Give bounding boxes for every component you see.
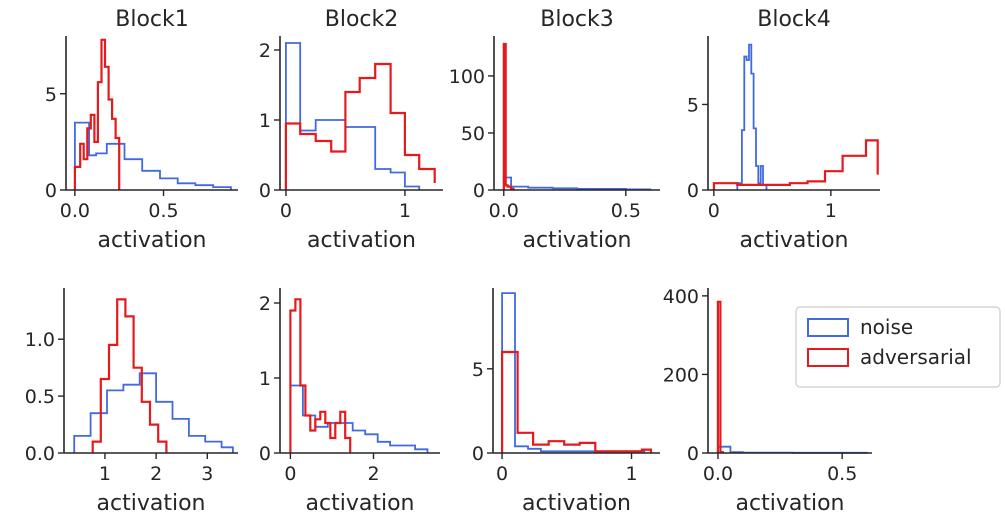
series-adversarial-panel-1: [73, 38, 121, 190]
series-noise-panel-2: [285, 42, 421, 190]
series-adversarial-panel-4: [712, 139, 879, 190]
panel-3: 0 50 100 0.0 0.5 activation Block3: [449, 7, 660, 253]
series-adversarial-panel-5: [91, 298, 168, 453]
x-tick-label: 2: [367, 463, 379, 485]
x-tick-label: 0.5: [611, 200, 641, 222]
y-tick-label: 0: [45, 180, 57, 202]
y-tick-label: 100: [449, 66, 485, 88]
x-tick-label: 0: [708, 200, 720, 222]
x-tick-label: 1: [825, 200, 837, 222]
y-tick-label: 1: [259, 368, 271, 390]
panel-title: Block2: [325, 7, 399, 32]
panel-title: Block3: [540, 7, 614, 32]
y-tick-label: 400: [663, 286, 699, 308]
x-tick-label: 1: [399, 200, 411, 222]
x-tick-label: 1: [625, 463, 637, 485]
x-tick-label: 1: [99, 463, 111, 485]
x-tick-label: 0: [280, 200, 292, 222]
panel-title: Block1: [115, 7, 189, 32]
series-adversarial-panel-6: [289, 298, 352, 453]
y-tick-label: 1: [259, 110, 271, 132]
y-tick-label: 2: [259, 40, 271, 62]
legend-swatch-noise: [807, 318, 849, 337]
series-noise-panel-4: [736, 43, 768, 190]
series-noise-panel-1: [74, 121, 232, 190]
y-tick-label: 5: [472, 359, 484, 381]
x-tick-label: 3: [201, 463, 213, 485]
x-axis-label: activation: [98, 228, 207, 253]
panel-1: 0 5 0.0 0.5 activation Block1: [45, 7, 238, 253]
x-tick-label: 0.5: [827, 463, 857, 485]
panel-6: 0 1 2 0 2 activation: [259, 288, 440, 516]
y-tick-label: 0: [259, 180, 271, 202]
series-noise-panel-7: [501, 292, 646, 453]
y-tick-label: 200: [663, 364, 699, 386]
y-tick-label: 0: [472, 443, 484, 465]
y-tick-label: 0.5: [25, 386, 55, 408]
x-tick-label: 0.0: [703, 463, 733, 485]
series-noise-panel-3: [502, 176, 652, 191]
series-adversarial-panel-7: [501, 350, 652, 453]
y-tick-label: 1.0: [25, 329, 55, 351]
panel-8: 0 200 400 0.0 0.5 activation: [663, 286, 872, 516]
legend: noise adversarial: [795, 306, 1001, 388]
x-axis-label: activation: [736, 491, 845, 516]
x-axis-label: activation: [306, 491, 415, 516]
legend-swatch-adversarial: [807, 348, 849, 367]
y-tick-label: 5: [45, 84, 57, 106]
panel-5: 0.0 0.5 1.0 1 2 3 activation: [25, 288, 238, 516]
x-axis-label: activation: [740, 228, 849, 253]
x-tick-label: 0: [284, 463, 296, 485]
x-axis-label: activation: [522, 491, 631, 516]
x-tick-label: 0: [496, 463, 508, 485]
y-tick-label: 0: [687, 443, 699, 465]
x-tick-label: 0.5: [148, 200, 178, 222]
legend-label-noise: noise: [860, 315, 913, 339]
y-tick-label: 5: [687, 94, 699, 116]
series-noise-panel-5: [73, 372, 234, 453]
y-tick-label: 0: [687, 180, 699, 202]
x-tick-label: 2: [150, 463, 162, 485]
legend-label-adversarial: adversarial: [860, 345, 972, 369]
y-tick-label: 0.0: [25, 443, 55, 465]
y-tick-label: 2: [259, 293, 271, 315]
panel-7: 0 5 0 1 activation: [472, 288, 660, 516]
series-noise-panel-8: [717, 445, 868, 454]
x-axis-label: activation: [97, 491, 206, 516]
series-adversarial-panel-3: [502, 42, 515, 190]
y-tick-label: 50: [461, 123, 485, 145]
panel-title: Block4: [757, 7, 831, 32]
x-tick-label: 0.0: [60, 200, 90, 222]
x-tick-label: 0.0: [489, 200, 519, 222]
y-tick-label: 0: [473, 180, 485, 202]
x-axis-label: activation: [523, 228, 632, 253]
series-adversarial-panel-8: [716, 300, 724, 454]
panel-4: 0 5 0 1 activation Block4: [687, 7, 880, 253]
y-tick-label: 0: [259, 443, 271, 465]
series-adversarial-panel-2: [284, 62, 436, 190]
x-axis-label: activation: [307, 228, 416, 253]
panel-2: 0 1 2 0 1 activation Block2: [259, 7, 443, 253]
